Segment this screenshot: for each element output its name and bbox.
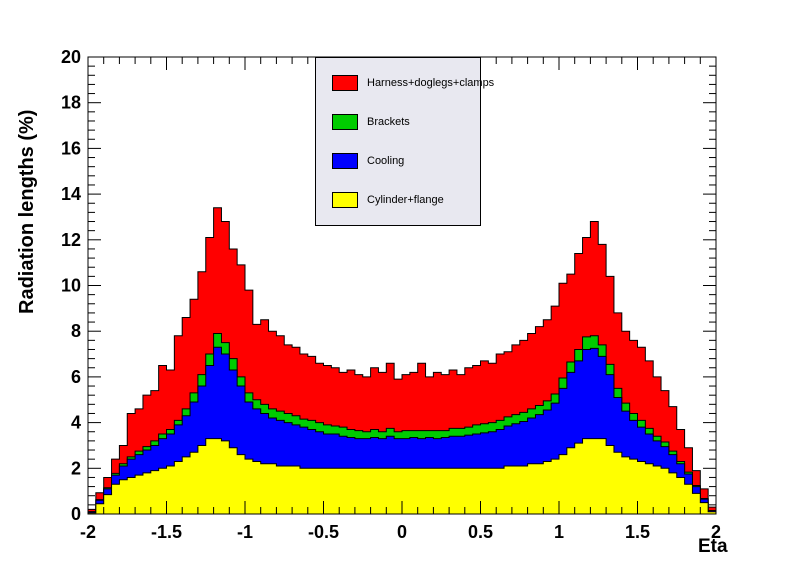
y-tick-label: 8 [71, 321, 81, 341]
x-tick-label: 0 [397, 522, 407, 542]
stack-layer-cylinder_flange [87, 438, 717, 515]
legend-swatch-brackets [332, 114, 358, 131]
legend-label-brackets: Brackets [367, 116, 410, 129]
y-axis-title: Radiation lengths (%) [16, 109, 38, 314]
y-tick-label: 2 [71, 458, 81, 478]
legend-entry-cooling: Cooling [332, 152, 476, 169]
x-tick-label: -2 [80, 522, 96, 542]
y-tick-label: 20 [61, 47, 81, 67]
legend-label-harness: Harness+doglegs+clamps [367, 77, 495, 90]
y-tick-label: 18 [61, 93, 81, 113]
legend-entry-brackets: Brackets [332, 114, 476, 131]
x-axis-title: Eta [698, 536, 728, 557]
x-tick-label: -1 [237, 522, 253, 542]
y-tick-label: 0 [71, 504, 81, 524]
x-tick-label: 2 [711, 522, 721, 542]
x-tick-label: 0.5 [468, 522, 493, 542]
y-tick-label: 16 [61, 138, 81, 158]
legend-entry-harness: Harness+doglegs+clamps [332, 75, 494, 92]
x-tick-label: 1 [554, 522, 564, 542]
y-tick-label: 6 [71, 367, 81, 387]
legend-label-cooling: Cooling [367, 154, 405, 167]
legend-swatch-harness [332, 75, 358, 92]
legend-entry-cylinder-flange: Cylinder+flange [332, 191, 476, 208]
x-tick-label: 1.5 [625, 522, 650, 542]
legend-swatch-cooling [332, 152, 358, 169]
x-tick-label: -1.5 [151, 522, 182, 542]
y-tick-label: 14 [61, 184, 81, 204]
y-tick-label: 4 [71, 413, 81, 433]
legend-swatch-cylinder-flange [332, 191, 358, 208]
x-tick-label: -0.5 [308, 522, 339, 542]
legend-label-cylinder-flange: Cylinder+flange [367, 193, 444, 206]
y-tick-label: 10 [61, 276, 81, 296]
y-tick-label: 12 [61, 230, 81, 250]
legend: Harness+doglegs+clamps Brackets Cooling … [315, 57, 494, 226]
